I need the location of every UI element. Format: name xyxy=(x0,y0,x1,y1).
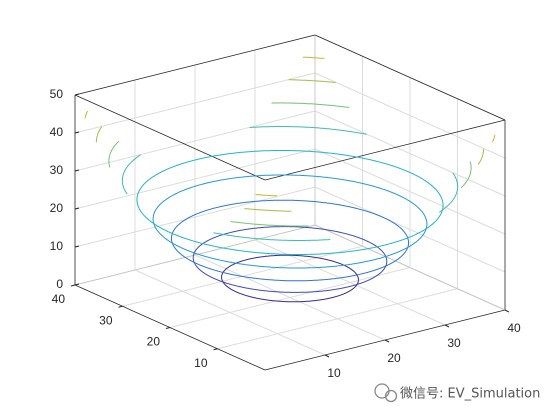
contour-line xyxy=(136,150,444,255)
axis-box xyxy=(264,119,506,181)
x-tick-label: 30 xyxy=(447,336,461,350)
axis-box xyxy=(74,224,316,286)
contour-line xyxy=(121,126,459,241)
contour-line xyxy=(108,102,472,227)
z-tick-label: 20 xyxy=(50,201,64,215)
y-tick xyxy=(165,327,171,329)
grid-line xyxy=(314,72,506,159)
z-tick xyxy=(74,245,80,248)
z-tick-label: 10 xyxy=(50,239,64,253)
axis-box xyxy=(74,94,266,181)
x-tick xyxy=(384,339,390,343)
grid-line xyxy=(74,186,316,248)
y-tick xyxy=(70,284,76,287)
y-tick-label: 10 xyxy=(194,356,208,370)
z-tick-label: 30 xyxy=(50,163,64,177)
z-tick xyxy=(74,131,80,134)
x-tick xyxy=(444,324,450,328)
watermark-icon xyxy=(374,383,398,403)
x-tick xyxy=(324,354,330,358)
contour-line xyxy=(192,226,388,293)
grid-line xyxy=(74,110,316,172)
x-tick-label: 20 xyxy=(387,351,401,365)
grid-line xyxy=(314,148,506,235)
grid-line xyxy=(74,148,316,210)
y-tick-label: 40 xyxy=(52,292,66,306)
grid-line xyxy=(169,267,411,328)
y-tick-label: 20 xyxy=(147,335,161,349)
watermark: 微信号: EV_Simulation xyxy=(400,387,540,402)
y-tick xyxy=(118,305,123,308)
axis-box xyxy=(314,34,506,121)
grid-line xyxy=(217,288,458,350)
z-tick-label: 0 xyxy=(56,277,63,291)
contour-line xyxy=(84,56,496,197)
x-tick-label: 40 xyxy=(507,321,521,335)
x-tick xyxy=(504,309,510,313)
z-tick-label: 40 xyxy=(50,125,64,139)
y-tick xyxy=(213,348,218,351)
axis-box xyxy=(74,34,316,96)
contour-line xyxy=(221,254,359,303)
z-tick xyxy=(74,169,80,172)
z-tick xyxy=(74,283,80,286)
contour-line xyxy=(152,174,428,269)
grid-line xyxy=(74,72,316,134)
x-tick-label: 10 xyxy=(327,366,341,380)
y-tick-label: 30 xyxy=(99,313,113,327)
grid-line xyxy=(314,186,506,273)
grid-line xyxy=(314,110,506,197)
z-tick xyxy=(74,93,80,96)
axis-box xyxy=(314,224,506,311)
z-tick-label: 50 xyxy=(50,87,64,101)
contour-line xyxy=(170,199,410,282)
z-tick xyxy=(74,207,80,210)
contour-line xyxy=(95,79,485,212)
